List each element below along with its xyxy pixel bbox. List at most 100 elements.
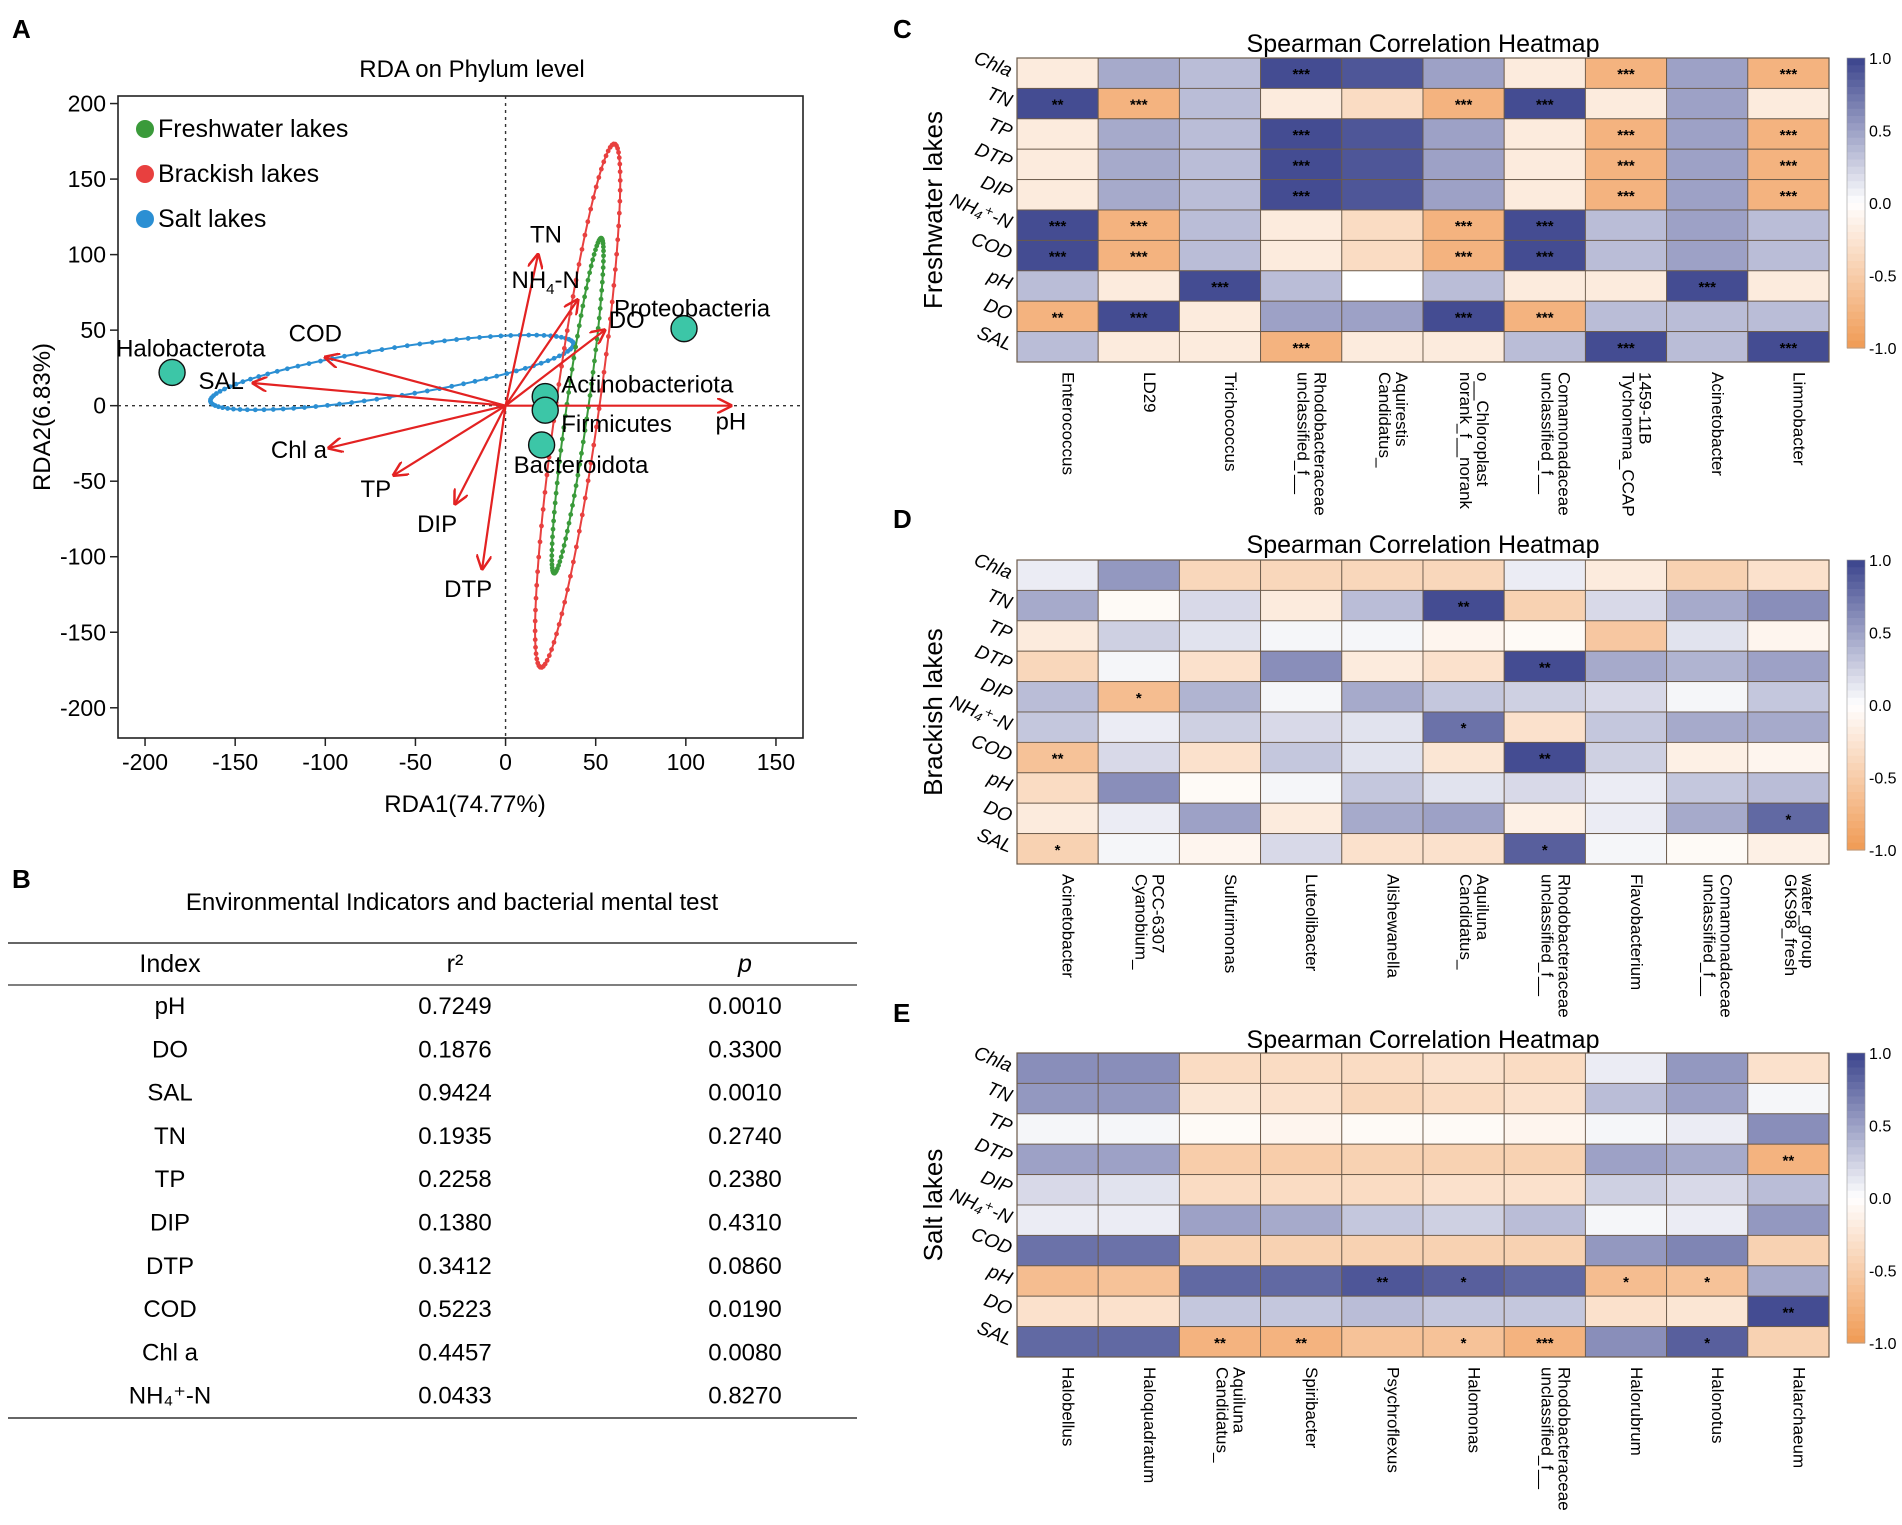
ellipse-point	[566, 520, 572, 526]
heatmap-row-label: DTP	[972, 1134, 1015, 1168]
ellipse-point	[558, 448, 564, 453]
heatmap-cell	[1260, 148, 1343, 181]
color-scale-step	[1847, 683, 1865, 692]
heatmap-cell	[1503, 802, 1586, 835]
table-cell-index: SAL	[147, 1080, 192, 1107]
heatmap-cell	[1747, 1326, 1830, 1358]
color-scale-step	[1847, 58, 1865, 66]
ellipse-point	[488, 334, 493, 339]
ellipse-point	[587, 270, 593, 276]
color-scale-step	[1847, 625, 1865, 634]
table-cell-index: Chl a	[142, 1339, 199, 1366]
heatmap-column-label: Halomonas	[1465, 1367, 1484, 1453]
heatmap-cell	[1747, 1113, 1830, 1145]
ellipse-point	[349, 400, 355, 405]
species-label-actinobacteriota: Actinobacteriota	[561, 372, 734, 399]
heatmap-cell	[1503, 1295, 1586, 1328]
heatmap-cell	[1503, 1143, 1586, 1176]
heatmap-cell	[1016, 1204, 1099, 1236]
ellipse-point	[559, 611, 565, 617]
ellipse-point	[575, 472, 581, 478]
ellipse-point	[579, 246, 585, 252]
color-scale-step	[1847, 152, 1865, 161]
legend-label-freshwater-lakes: Freshwater lakes	[158, 115, 348, 143]
heatmap-cell	[1422, 650, 1505, 683]
heatmap-cell	[1097, 1326, 1180, 1358]
ellipse-point	[379, 347, 385, 352]
color-scale-tick-label: 0.5	[1869, 626, 1891, 643]
heatmap-cell	[1260, 772, 1343, 804]
table-cell-index: COD	[143, 1296, 196, 1323]
significance-mark: *	[1136, 690, 1142, 707]
heatmap-cell	[1341, 1295, 1424, 1328]
ellipse-point	[588, 263, 594, 269]
color-scale-step	[1847, 1335, 1865, 1344]
ellipse-point	[591, 252, 597, 257]
heatmap-cell	[1503, 331, 1586, 363]
heatmap-cell	[1178, 1174, 1262, 1206]
color-scale-step	[1847, 195, 1865, 204]
arrow-label-chl-a: Chl a	[271, 437, 328, 464]
heatmap-column-label: Aquiluna	[1473, 874, 1492, 941]
ellipse-point	[596, 406, 602, 412]
heatmap-cell	[1178, 57, 1262, 89]
heatmap-cell	[1503, 650, 1586, 683]
significance-mark: ***	[1536, 1335, 1554, 1352]
heatmap-cell	[1178, 1204, 1262, 1236]
heatmap-column-label: unclassified_f__	[1700, 874, 1719, 996]
heatmap-cell	[1341, 589, 1424, 622]
ellipse-point	[594, 424, 599, 430]
heatmap-cell	[1747, 1204, 1830, 1236]
legend-label-salt-lakes: Salt lakes	[158, 205, 266, 233]
heatmap-frame	[1016, 57, 1830, 363]
heatmap-cell	[1016, 87, 1099, 120]
heatmap-cell	[1260, 1052, 1343, 1084]
heatmap-cell	[1016, 772, 1099, 804]
heatmap-cell	[1178, 148, 1262, 181]
color-scale-step	[1847, 340, 1865, 349]
heatmap-cell	[1422, 1082, 1505, 1115]
heatmap-cell	[1666, 1143, 1749, 1176]
heatmap-cell	[1016, 1234, 1099, 1267]
heatmap-cell	[1260, 711, 1343, 743]
ellipse-point	[576, 323, 582, 329]
heatmap-cell	[1503, 1204, 1586, 1236]
color-scale-step	[1847, 1161, 1865, 1170]
color-scale-step	[1847, 1132, 1865, 1141]
color-scale-frame	[1846, 57, 1866, 349]
ellipse-point	[544, 472, 550, 478]
ellipse-point	[284, 366, 290, 372]
heatmap-cell	[1341, 559, 1424, 591]
arrow-do	[504, 330, 605, 407]
ellipse-point	[549, 647, 554, 652]
heatmap-cell	[1178, 87, 1262, 120]
heatmap-cell	[1178, 559, 1262, 591]
arrow-label-dtp: DTP	[444, 576, 492, 603]
significance-mark: ***	[1780, 157, 1798, 174]
ellipse-point	[606, 334, 611, 339]
heatmap-title: Spearman Correlation Heatmap	[1247, 531, 1600, 559]
color-scale-step	[1847, 842, 1865, 851]
y-tick-label: -150	[60, 619, 106, 645]
ellipse-point	[213, 391, 219, 396]
ellipse-point	[454, 337, 459, 342]
color-scale-step	[1847, 1103, 1865, 1112]
ellipse-point	[449, 383, 455, 389]
species-label-halobacterota: Halobacterota	[116, 335, 266, 362]
significance-mark: ***	[1536, 309, 1554, 326]
rda-plot-frame	[117, 95, 804, 739]
species-label-proteobacteria: Proteobacteria	[614, 296, 771, 323]
color-scale-step	[1847, 1111, 1865, 1119]
color-scale-step	[1847, 72, 1865, 81]
ellipse-point	[417, 341, 423, 347]
arrow-label-dip: DIP	[417, 511, 457, 538]
heatmap-cell	[1747, 209, 1830, 241]
heatmap-row-label: COD	[968, 1224, 1015, 1259]
heatmap-column-label: Haloquadratum	[1140, 1367, 1159, 1483]
heatmap-cell	[1747, 681, 1830, 713]
heatmap-cell	[1016, 57, 1099, 89]
ellipse-point	[617, 178, 623, 183]
heatmap-cell	[1666, 620, 1749, 652]
heatmap-column-label: Spiribacter	[1302, 1367, 1321, 1449]
